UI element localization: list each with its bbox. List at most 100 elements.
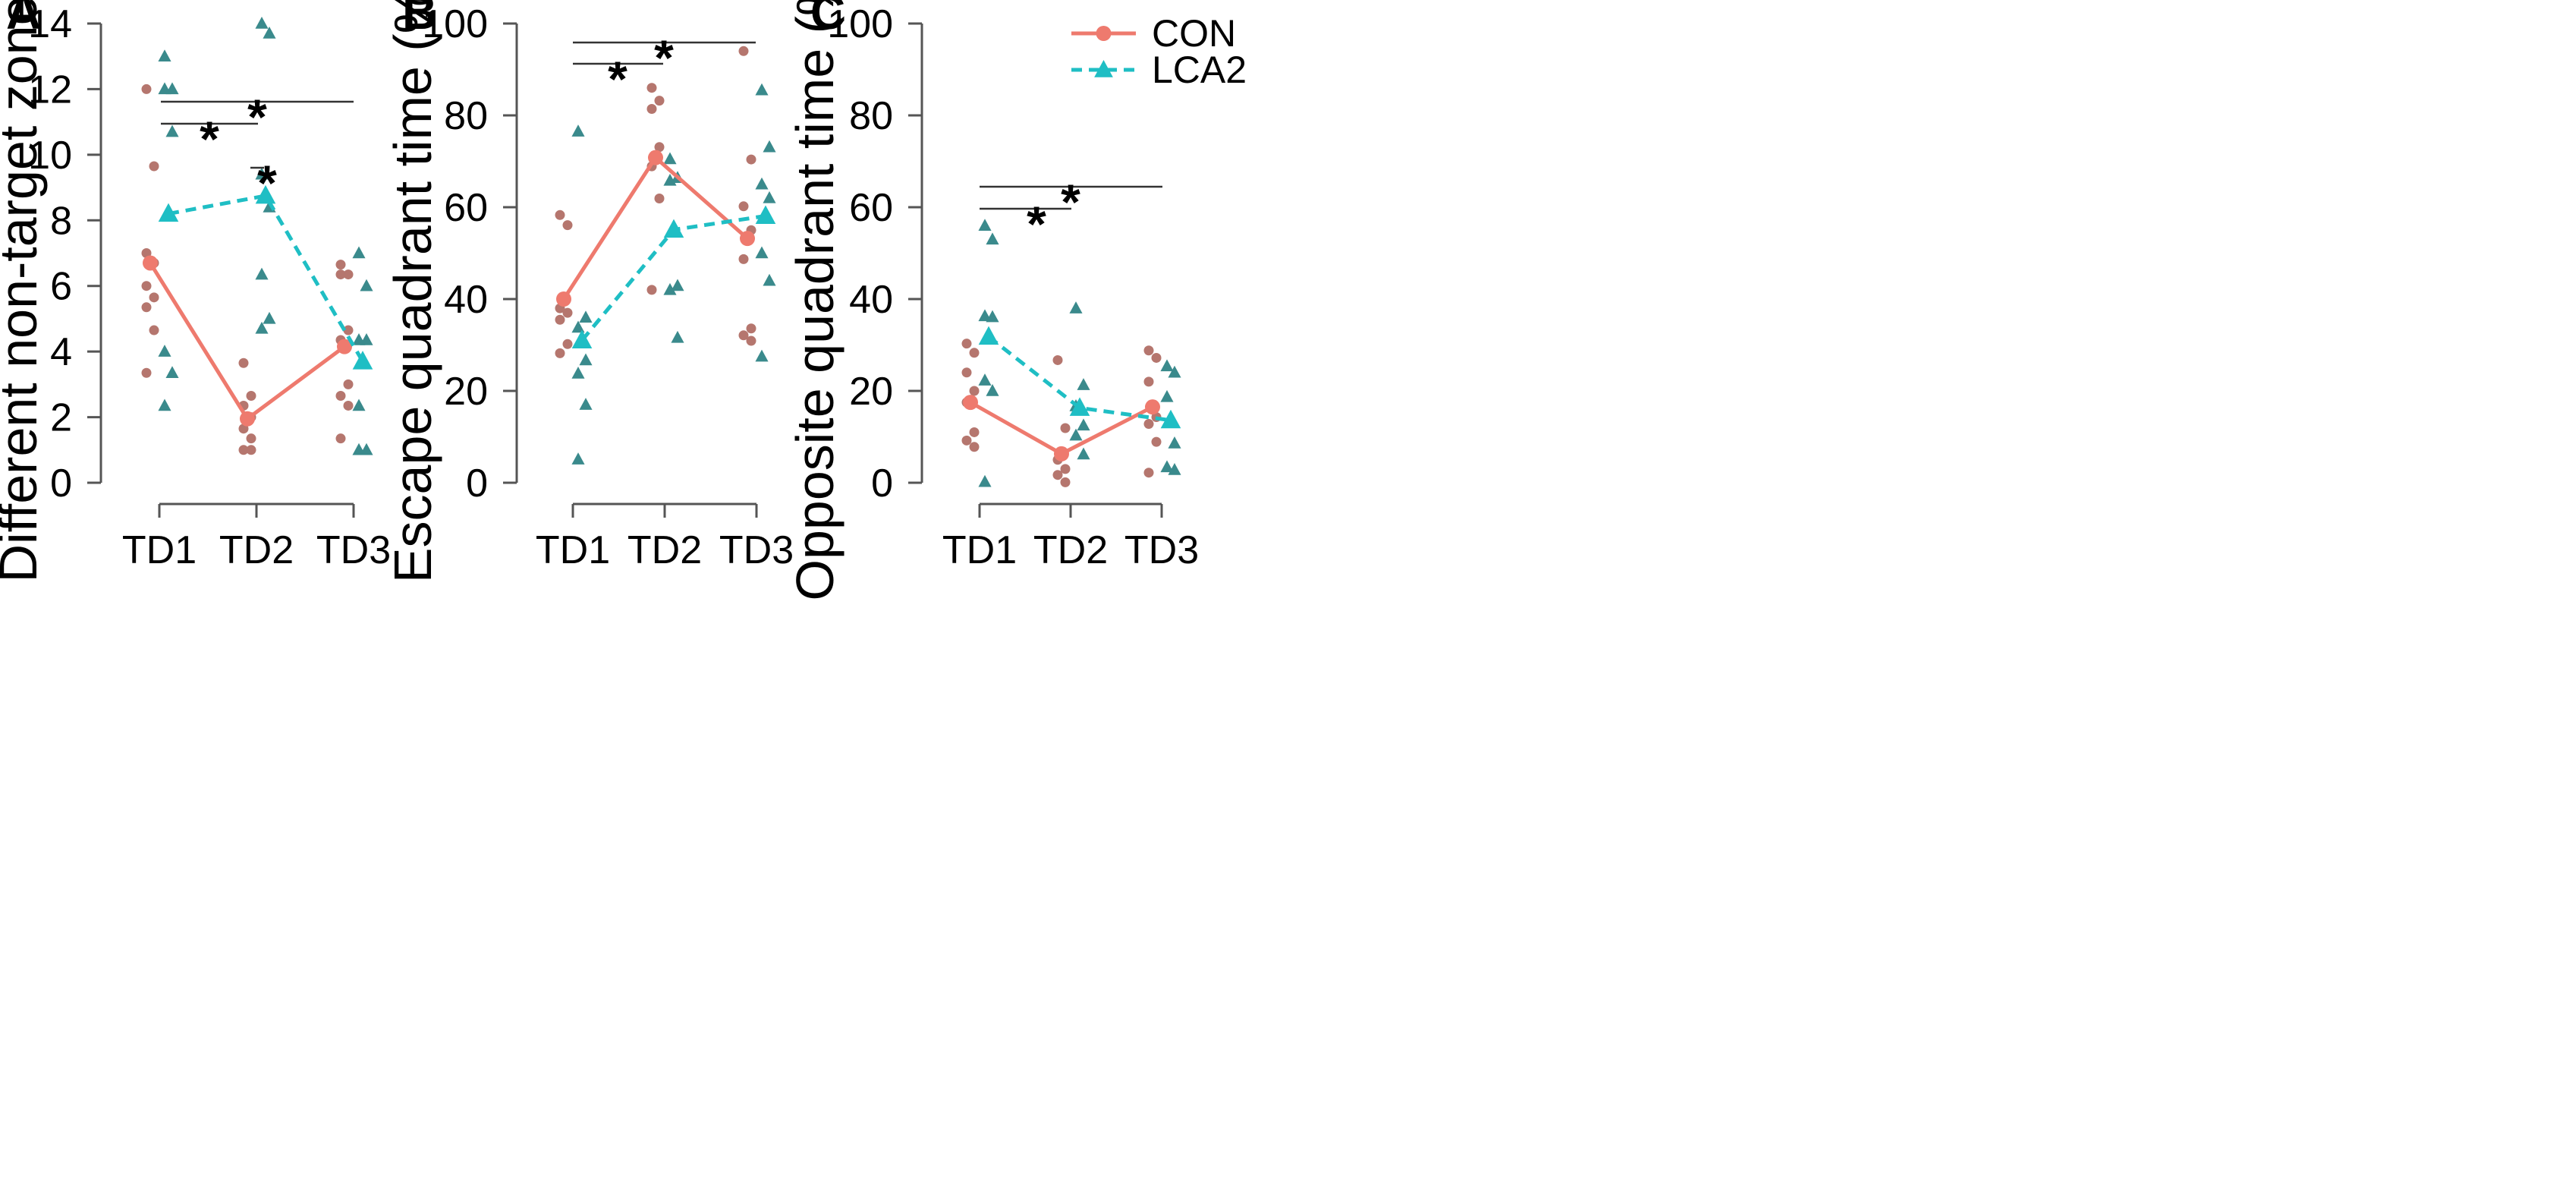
lca2-mean-point bbox=[1069, 397, 1090, 416]
significance-star: * bbox=[200, 111, 219, 167]
x-tick-label: TD1 bbox=[536, 528, 610, 572]
lca2-individual-point bbox=[579, 310, 593, 323]
con-individual-point bbox=[238, 445, 249, 455]
significance-star: * bbox=[247, 89, 267, 145]
lca2-mean-point bbox=[978, 326, 999, 345]
panel-letter: C bbox=[810, 0, 845, 39]
lca2-individual-point bbox=[255, 167, 269, 180]
con-individual-point bbox=[1060, 464, 1071, 474]
con-individual-point bbox=[149, 292, 159, 303]
lca2-individual-point bbox=[986, 384, 999, 396]
con-individual-point bbox=[562, 339, 573, 349]
con-individual-point bbox=[1143, 419, 1154, 430]
con-individual-point bbox=[746, 335, 756, 346]
x-tick-label: TD3 bbox=[1124, 528, 1199, 572]
x-tick-label: TD2 bbox=[1033, 528, 1108, 572]
con-individual-point bbox=[562, 307, 573, 318]
panel-letter: A bbox=[6, 0, 41, 39]
con-individual-point bbox=[646, 104, 657, 115]
lca2-individual-point bbox=[755, 177, 769, 190]
lca2-individual-point bbox=[1069, 301, 1083, 313]
y-tick-label: 100 bbox=[422, 2, 488, 46]
legend-lca2-label: LCA2 bbox=[1152, 49, 1247, 91]
con-individual-point bbox=[343, 379, 354, 389]
lca2-individual-point bbox=[663, 152, 677, 165]
lca2-mean-point bbox=[663, 219, 684, 238]
legend-con-label: CON bbox=[1152, 12, 1236, 55]
con-individual-point bbox=[1052, 470, 1063, 480]
significance-star: * bbox=[654, 30, 674, 86]
con-individual-point bbox=[1060, 477, 1071, 487]
y-tick-label: 80 bbox=[849, 94, 893, 138]
con-individual-point bbox=[969, 386, 980, 396]
lca2-individual-point bbox=[263, 26, 276, 39]
y-tick-label: 8 bbox=[50, 199, 72, 243]
con-mean-point bbox=[556, 291, 571, 307]
con-individual-point bbox=[961, 435, 972, 446]
lca2-individual-point bbox=[978, 219, 992, 231]
con-individual-point bbox=[555, 314, 565, 325]
con-individual-point bbox=[738, 201, 749, 212]
y-axis-label: Opposite quadrant time (%) bbox=[785, 0, 845, 600]
y-tick-label: 10 bbox=[28, 134, 72, 178]
lca2-individual-point bbox=[352, 246, 366, 259]
y-tick-label: 12 bbox=[28, 68, 72, 112]
con-individual-point bbox=[141, 302, 152, 313]
con-individual-point bbox=[343, 325, 354, 335]
lca2-individual-point bbox=[579, 398, 593, 410]
con-mean-point bbox=[1054, 446, 1069, 461]
con-individual-point bbox=[654, 96, 665, 106]
lca2-individual-point bbox=[1160, 389, 1174, 402]
con-mean-point bbox=[963, 395, 978, 411]
con-individual-point bbox=[969, 442, 980, 452]
x-tick-label: TD2 bbox=[627, 528, 702, 572]
con-individual-point bbox=[246, 433, 256, 444]
lca2-individual-point bbox=[1077, 447, 1090, 460]
lca2-individual-point bbox=[352, 443, 366, 455]
lca2-individual-point bbox=[360, 279, 373, 291]
legend-con-marker bbox=[1096, 26, 1112, 41]
con-individual-point bbox=[654, 194, 665, 204]
con-individual-point bbox=[246, 390, 256, 401]
lca2-individual-point bbox=[663, 282, 677, 295]
con-individual-point bbox=[738, 330, 749, 341]
lca2-individual-point bbox=[1069, 428, 1083, 441]
lca2-individual-point bbox=[663, 173, 677, 186]
con-individual-point bbox=[969, 427, 980, 437]
con-individual-point bbox=[343, 269, 354, 280]
significance-star: * bbox=[608, 51, 627, 107]
y-axis-label: Escape quadrant time (%) bbox=[383, 0, 442, 583]
lca2-mean-point bbox=[571, 329, 593, 348]
con-individual-point bbox=[746, 323, 756, 334]
con-individual-point bbox=[969, 348, 980, 358]
lca2-individual-point bbox=[1168, 436, 1181, 449]
lca2-individual-point bbox=[763, 140, 776, 153]
con-individual-point bbox=[961, 339, 972, 349]
con-individual-point bbox=[1151, 352, 1162, 363]
lca2-individual-point bbox=[763, 273, 776, 286]
con-individual-point bbox=[1060, 423, 1071, 433]
lca2-mean-point bbox=[1160, 409, 1181, 429]
lca2-individual-point bbox=[1168, 463, 1181, 475]
con-individual-point bbox=[1143, 468, 1154, 478]
y-tick-label: 0 bbox=[466, 461, 488, 506]
con-mean-point bbox=[648, 150, 663, 165]
lca2-mean-point bbox=[255, 184, 276, 204]
y-tick-label: 40 bbox=[444, 278, 488, 322]
con-individual-point bbox=[141, 83, 152, 94]
lca2-individual-point bbox=[755, 83, 769, 96]
y-tick-label: 0 bbox=[50, 461, 72, 506]
con-individual-point bbox=[335, 269, 346, 280]
con-individual-point bbox=[646, 83, 657, 93]
lca2-individual-point bbox=[978, 373, 992, 386]
lca2-individual-point bbox=[763, 191, 776, 203]
x-tick-label: TD2 bbox=[219, 528, 294, 572]
con-individual-point bbox=[746, 154, 756, 165]
y-tick-label: 0 bbox=[871, 461, 893, 506]
y-tick-label: 80 bbox=[444, 94, 488, 138]
lca2-individual-point bbox=[263, 311, 276, 324]
legend-lca2-marker bbox=[1094, 60, 1113, 77]
lca2-individual-point bbox=[986, 232, 999, 245]
con-individual-point bbox=[335, 260, 346, 270]
